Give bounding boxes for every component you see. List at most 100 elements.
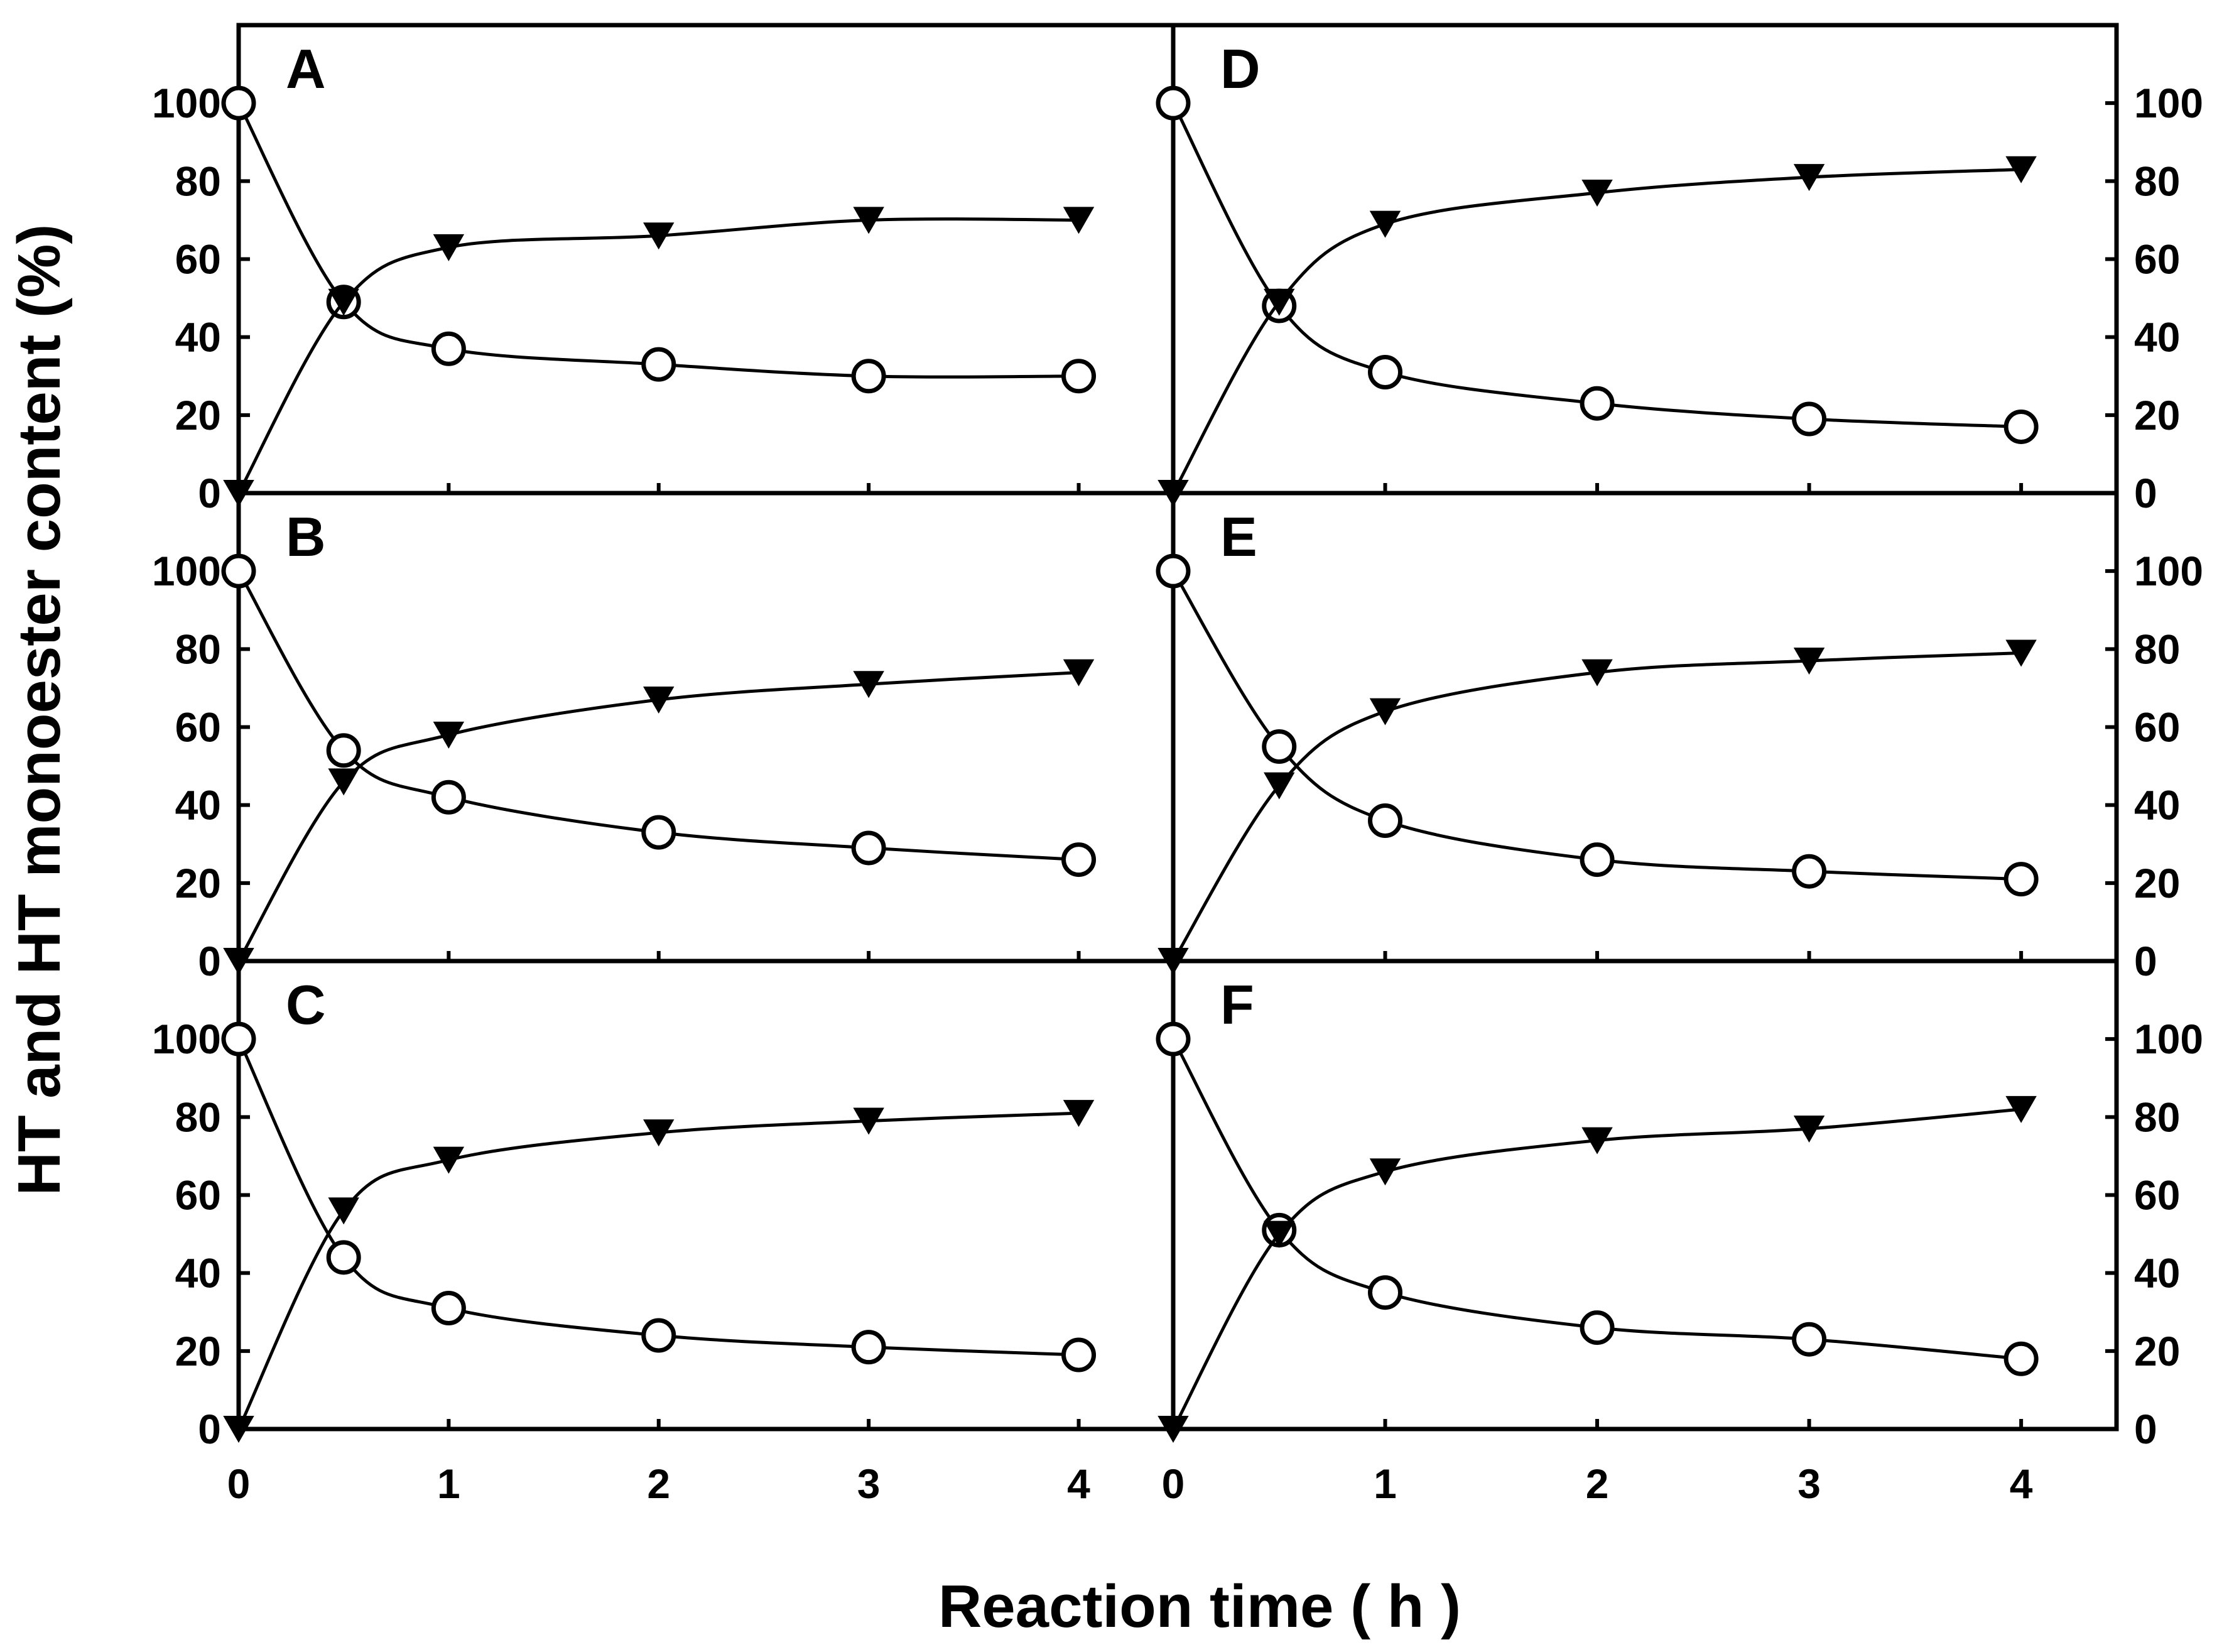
series-line-open-circle — [237, 102, 1079, 379]
y-tick-label: 60 — [175, 1172, 221, 1219]
y-tick-label: 0 — [198, 1406, 221, 1452]
data-point-circle — [221, 1021, 256, 1057]
data-point-triangle — [433, 1146, 465, 1174]
series-line-open-circle — [237, 570, 1079, 862]
data-point-triangle — [2005, 156, 2037, 183]
y-axis-title: HT and HT monoester content (%) — [6, 224, 73, 1196]
x-tick-label: 3 — [857, 1460, 881, 1507]
data-point-triangle — [328, 1197, 359, 1225]
y-tick-label: 40 — [2134, 314, 2180, 361]
data-point-triangle — [853, 671, 884, 698]
series-line-filled-down-triangle — [237, 217, 1079, 494]
data-point-circle — [1580, 386, 1615, 421]
data-point-circle — [1580, 842, 1615, 878]
data-point-triangle — [853, 1107, 884, 1135]
data-point-triangle — [1264, 288, 1295, 316]
data-point-triangle — [1157, 1416, 1189, 1443]
series-line-open-circle — [1171, 102, 2022, 428]
data-point-triangle — [1063, 659, 1095, 687]
y-tick-label: 100 — [2134, 1016, 2203, 1062]
y-tick-label: 40 — [175, 314, 221, 361]
data-point-triangle — [2005, 639, 2037, 667]
data-point-triangle — [1369, 1158, 1401, 1186]
panel-B: 0 20 40 60 80 100 B — [152, 506, 1097, 984]
data-point-triangle — [223, 480, 254, 508]
data-point-circle — [1156, 1021, 1191, 1057]
x-axis-title: Reaction time ( h ) — [938, 1573, 1461, 1640]
x-tick-label: 1 — [437, 1460, 460, 1507]
x-tick-label: 2 — [1586, 1460, 1609, 1507]
y-tick-label: 60 — [175, 704, 221, 751]
panel-A: 0 20 40 60 80 100 A — [152, 38, 1097, 516]
data-point-circle — [2003, 409, 2039, 444]
y-tick-label: 80 — [175, 626, 221, 672]
panel-C: 0 20 40 60 80 100 0 1 2 3 4 C — [152, 974, 1097, 1507]
y-tick-label: 20 — [175, 392, 221, 438]
panel-label: E — [1220, 506, 1257, 568]
data-point-circle — [1061, 359, 1097, 394]
data-point-triangle — [1581, 659, 1613, 687]
y-tick-label: 80 — [2134, 626, 2180, 672]
data-point-triangle — [223, 948, 254, 975]
panels-layer: 0 20 40 60 80 100 A 0 20 40 60 80 100 B 0 20 40 60 80 100 0 1… — [152, 23, 2203, 1507]
data-point-circle — [221, 85, 256, 121]
y-tick-label: 100 — [152, 1016, 221, 1062]
y-tick-label: 20 — [2134, 860, 2180, 906]
y-tick-label: 60 — [2134, 1172, 2180, 1219]
y-tick-label: 20 — [2134, 1328, 2180, 1374]
data-point-circle — [851, 830, 886, 866]
data-point-circle — [641, 815, 676, 850]
panel-D: 0 20 40 60 80 100 D — [1156, 38, 2203, 516]
y-tick-label: 40 — [2134, 782, 2180, 829]
y-tick-label: 80 — [2134, 1094, 2180, 1140]
y-tick-label: 20 — [175, 860, 221, 906]
data-point-triangle — [1581, 1127, 1613, 1155]
y-tick-label: 80 — [2134, 158, 2180, 204]
series-line-open-circle — [1171, 1038, 2022, 1361]
data-point-circle — [641, 347, 676, 382]
series-line-filled-down-triangle — [237, 671, 1079, 962]
data-point-triangle — [1793, 164, 1825, 192]
x-tick-label: 4 — [2010, 1460, 2033, 1507]
y-tick-label: 20 — [175, 1328, 221, 1374]
data-point-triangle — [1793, 647, 1825, 675]
data-point-triangle — [2005, 1095, 2037, 1123]
data-point-circle — [431, 1291, 466, 1326]
data-point-circle — [1061, 1337, 1097, 1372]
y-tick-label: 40 — [175, 782, 221, 829]
data-point-triangle — [1369, 210, 1401, 238]
data-point-triangle — [433, 721, 465, 749]
x-tick-label: 3 — [1797, 1460, 1821, 1507]
data-point-circle — [641, 1318, 676, 1353]
data-point-circle — [1061, 842, 1097, 878]
data-point-triangle — [1157, 480, 1189, 508]
data-point-circle — [2003, 1341, 2039, 1376]
y-tick-label: 40 — [2134, 1250, 2180, 1296]
y-tick-label: 100 — [152, 548, 221, 594]
x-tick-label: 2 — [647, 1460, 670, 1507]
data-point-triangle — [433, 234, 465, 261]
data-point-circle — [1156, 85, 1191, 121]
data-point-triangle — [328, 768, 359, 796]
panel-F: 0 20 40 60 80 100 0 1 2 3 4 F — [1156, 974, 2203, 1507]
y-tick-label: 0 — [198, 470, 221, 516]
data-point-triangle — [643, 1119, 675, 1147]
y-tick-label: 40 — [175, 1250, 221, 1296]
series-line-open-circle — [237, 1038, 1079, 1357]
y-tick-label: 80 — [175, 158, 221, 204]
data-point-circle — [431, 780, 466, 815]
data-point-circle — [2003, 862, 2039, 897]
data-point-triangle — [643, 687, 675, 714]
series-line-open-circle — [1171, 570, 2022, 881]
panel-E: 0 20 40 60 80 100 E — [1156, 506, 2203, 984]
panel-label: B — [286, 506, 326, 568]
data-point-triangle — [1369, 698, 1401, 725]
y-tick-label: 0 — [2134, 938, 2157, 984]
y-tick-label: 0 — [2134, 470, 2157, 516]
data-point-circle — [1368, 355, 1403, 390]
panel-label: D — [1220, 38, 1260, 100]
data-point-triangle — [1063, 1100, 1095, 1128]
x-tick-label: 1 — [1374, 1460, 1397, 1507]
panel-label: A — [286, 38, 326, 100]
